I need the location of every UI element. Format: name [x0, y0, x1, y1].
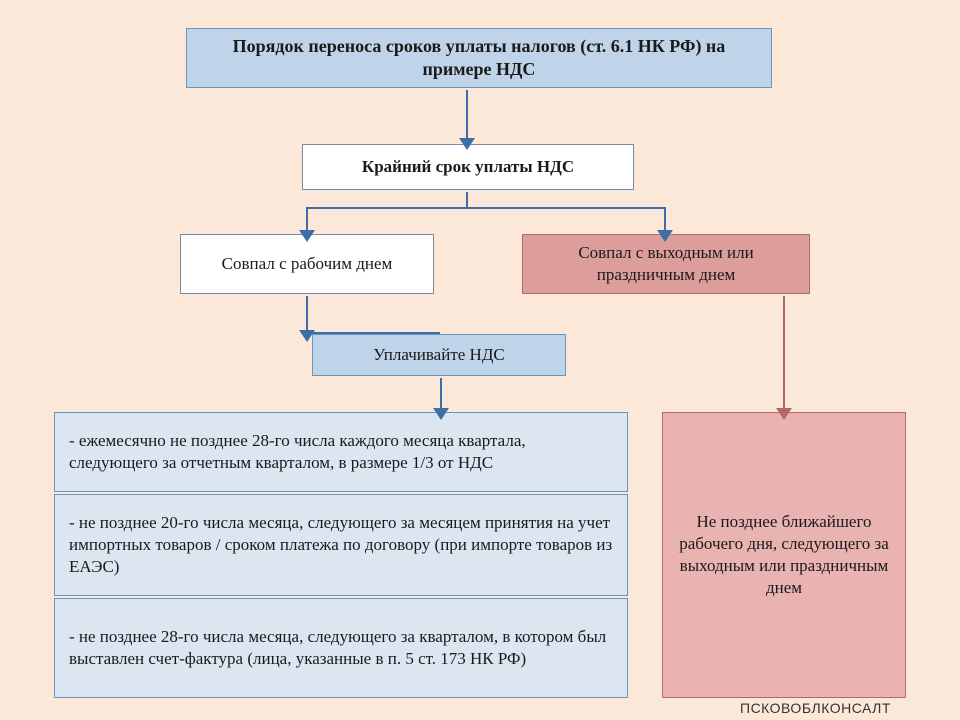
node-pay-label: Уплачивайте НДС — [363, 338, 515, 372]
connector-v — [783, 296, 785, 396]
arrow — [440, 378, 442, 410]
arrow — [664, 207, 666, 232]
node-deadline: Крайний срок уплаты НДС — [302, 144, 634, 190]
node-pay: Уплачивайте НДС — [312, 334, 566, 376]
arrow — [306, 207, 308, 232]
arrow — [306, 296, 308, 332]
arrow-head — [433, 408, 449, 420]
node-detail1: - ежемесячно не позднее 28-го числа кажд… — [54, 412, 628, 492]
node-title-label: Порядок переноса сроков уплаты налогов (… — [187, 29, 771, 88]
node-detail2-label: - не позднее 20-го числа месяца, следующ… — [55, 502, 627, 588]
arrow-head — [459, 138, 475, 150]
connector-h — [306, 207, 664, 209]
watermark: ПСКОВОБЛКОНСАЛТ — [740, 700, 891, 716]
connector-v — [466, 192, 468, 207]
node-deadline-label: Крайний срок уплаты НДС — [352, 150, 584, 184]
node-nextday: Не позднее ближайшего рабочего дня, след… — [662, 412, 906, 698]
arrow-head — [299, 230, 315, 242]
node-detail3-label: - не позднее 28-го числа месяца, следующ… — [55, 616, 627, 680]
flowchart-canvas: Порядок переноса сроков уплаты налогов (… — [0, 0, 960, 720]
node-detail1-label: - ежемесячно не позднее 28-го числа кажд… — [55, 420, 627, 484]
node-detail2: - не позднее 20-го числа месяца, следующ… — [54, 494, 628, 596]
node-nextday-label: Не позднее ближайшего рабочего дня, след… — [663, 505, 905, 605]
node-workday-label: Совпал с рабочим днем — [212, 247, 403, 281]
node-holiday-label: Совпал с выходным или праздничным днем — [523, 236, 809, 292]
arrow — [466, 90, 468, 140]
node-title: Порядок переноса сроков уплаты налогов (… — [186, 28, 772, 88]
node-holiday: Совпал с выходным или праздничным днем — [522, 234, 810, 294]
node-workday: Совпал с рабочим днем — [180, 234, 434, 294]
node-detail3: - не позднее 28-го числа месяца, следующ… — [54, 598, 628, 698]
arrow-head — [657, 230, 673, 242]
connector-h — [306, 332, 440, 334]
arrow-head — [776, 408, 792, 420]
